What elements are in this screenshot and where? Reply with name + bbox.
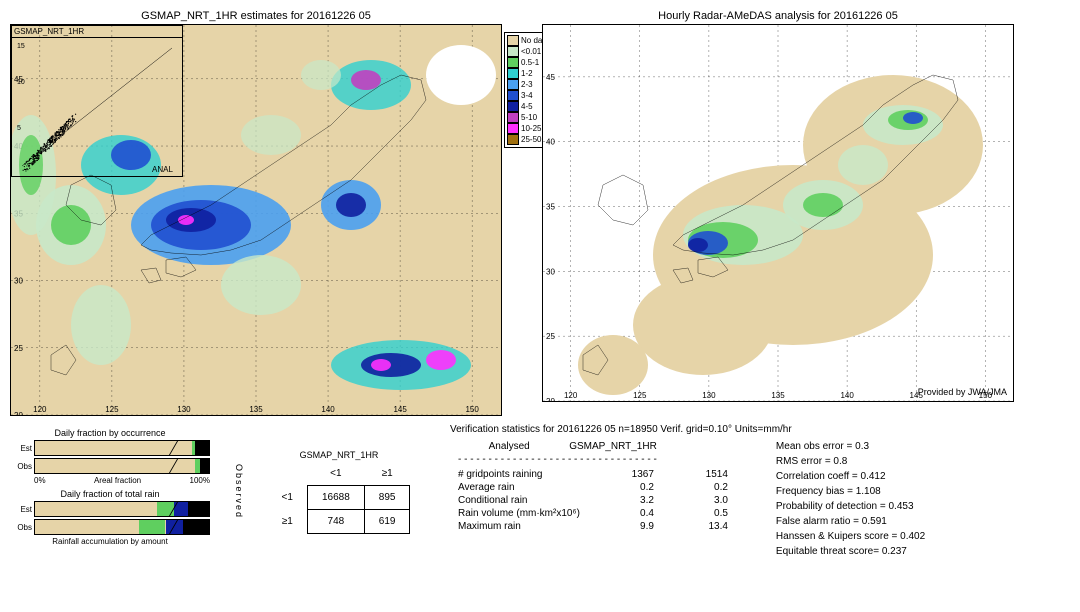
- ctg-row1: <1: [268, 485, 308, 509]
- svg-text:ANAL: ANAL: [152, 165, 173, 174]
- stats-row: Conditional rain3.23.0: [452, 495, 734, 506]
- stats-row: # gridpoints raining13671514: [452, 469, 734, 480]
- right-map-panel: Hourly Radar-AMeDAS analysis for 2016122…: [542, 10, 1014, 416]
- axis-right: 100%: [190, 476, 210, 485]
- metric-line: Mean obs error = 0.3: [776, 439, 925, 454]
- bar-row: Obs: [10, 519, 210, 535]
- metric-line: RMS error = 0.8: [776, 454, 925, 469]
- stats-h-analysed: Analysed: [469, 441, 536, 452]
- ctg-c11: 16688: [307, 485, 364, 509]
- inset-scatter: GSMAP_NRT_1HR 15 10 5 ANAL: [11, 25, 183, 177]
- totalrain-title: Daily fraction of total rain: [10, 489, 210, 499]
- svg-text:150: 150: [465, 405, 479, 414]
- metric-line: Probability of detection = 0.453: [776, 499, 925, 514]
- metric-line: False alarm ratio = 0.591: [776, 514, 925, 529]
- svg-text:140: 140: [840, 391, 854, 400]
- ctg-c12: 895: [364, 485, 410, 509]
- right-map-title: Hourly Radar-AMeDAS analysis for 2016122…: [542, 10, 1014, 22]
- right-map-frame: 120125130135140145150202530354045Provide…: [542, 24, 1014, 402]
- axis-center: Areal fraction: [94, 476, 141, 485]
- svg-text:30: 30: [14, 277, 23, 286]
- svg-text:10: 10: [17, 79, 25, 86]
- ctg-row2: ≥1: [268, 509, 308, 533]
- totalrain-caption: Rainfall accumulation by amount: [10, 537, 210, 546]
- metric-line: Equitable threat score= 0.237: [776, 544, 925, 559]
- occurrence-title: Daily fraction by occurrence: [10, 428, 210, 438]
- svg-text:25: 25: [14, 344, 23, 353]
- svg-text:120: 120: [564, 391, 578, 400]
- metric-line: Correlation coeff = 0.412: [776, 469, 925, 484]
- bars-column: Daily fraction by occurrence Est Obs 0% A…: [10, 424, 210, 559]
- stats-row: Maximum rain9.913.4: [452, 521, 734, 532]
- svg-text:140: 140: [321, 405, 335, 414]
- svg-text:30: 30: [546, 267, 555, 276]
- svg-text:125: 125: [105, 405, 119, 414]
- stats-panel: Verification statistics for 20161226 05 …: [450, 424, 1070, 559]
- stats-title: Verification statistics for 20161226 05 …: [450, 424, 1070, 435]
- stats-divider: - - - - - - - - - - - - - - - - - - - - …: [452, 454, 663, 465]
- bar-row: Obs: [10, 458, 210, 474]
- svg-text:25: 25: [546, 332, 555, 341]
- stats-row: Average rain0.20.2: [452, 482, 734, 493]
- ctg-col2: ≥1: [364, 462, 410, 486]
- bar-row: Est: [10, 501, 210, 517]
- left-map-panel: GSMAP_NRT_1HR estimates for 20161226 05 …: [10, 10, 502, 416]
- metric-line: Frequency bias = 1.108: [776, 484, 925, 499]
- svg-text:120: 120: [33, 405, 47, 414]
- svg-text:45: 45: [546, 73, 555, 82]
- svg-text:145: 145: [393, 405, 407, 414]
- svg-text:35: 35: [546, 203, 555, 212]
- svg-text:130: 130: [702, 391, 716, 400]
- svg-text:40: 40: [546, 138, 555, 147]
- contingency-panel: Observed GSMAP_NRT_1HR <1 ≥1 <1 16688 89…: [230, 424, 430, 559]
- stats-h-model: GSMAP_NRT_1HR: [538, 441, 663, 452]
- ctg-c21: 748: [307, 509, 364, 533]
- svg-text:135: 135: [249, 405, 263, 414]
- svg-text:130: 130: [177, 405, 191, 414]
- stats-table: Analysed GSMAP_NRT_1HR - - - - - - - - -…: [450, 439, 665, 467]
- svg-text:20: 20: [546, 397, 555, 401]
- svg-text:Provided by JWA/JMA: Provided by JWA/JMA: [918, 387, 1007, 397]
- left-map-frame: 120125130135140145150202530354045GSMAP_N…: [10, 24, 502, 416]
- svg-text:20: 20: [14, 411, 23, 415]
- svg-text:135: 135: [771, 391, 785, 400]
- contingency-table: <1 ≥1 <1 16688 895 ≥1 748 619: [268, 462, 411, 534]
- stats-row: Rain volume (mm·km²x10⁶)0.40.5: [452, 508, 734, 519]
- ctg-col1: <1: [307, 462, 364, 486]
- bar-row: Est: [10, 440, 210, 456]
- axis-left: 0%: [34, 476, 46, 485]
- svg-text:15: 15: [17, 43, 25, 50]
- left-map-title: GSMAP_NRT_1HR estimates for 20161226 05: [10, 10, 502, 22]
- ctg-c22: 619: [364, 509, 410, 533]
- metric-line: Hanssen & Kuipers score = 0.402: [776, 529, 925, 544]
- svg-text:5: 5: [17, 125, 21, 132]
- contingency-title: GSMAP_NRT_1HR: [248, 450, 430, 460]
- observed-label: Observed: [230, 464, 248, 519]
- svg-text:125: 125: [633, 391, 647, 400]
